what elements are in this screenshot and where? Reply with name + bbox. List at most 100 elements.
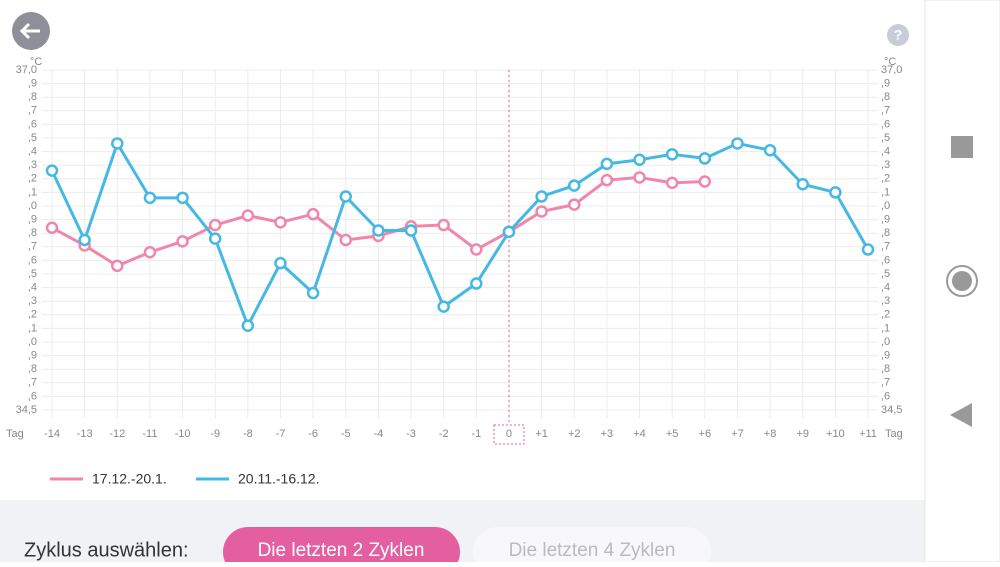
y-tick-label-right: ,9 [881,214,890,226]
data-point [208,218,222,232]
option[interactable] [473,527,711,567]
y-unit-right: °C [884,56,896,68]
data-point [437,300,450,313]
chart: -14 -13 -12 -11 -10 -9 -8 -7 -6 -5 -4 -3 -2 -1 0 +1 +2 +3… [6,56,903,487]
data-point [535,205,548,218]
data-point [208,232,222,245]
option-active[interactable] [223,527,460,567]
back-arrow [19,22,40,40]
y-tick-label: ,7 [28,241,37,253]
data-point [861,243,875,256]
y-tick-label-right: ,6 [881,118,890,130]
x-tick-label: -3 [406,428,416,440]
data-point [665,176,679,190]
data-point [796,177,809,191]
data-point [404,224,418,237]
y-tick-label: 37,0 [16,64,37,76]
x-tick-label: -11 [142,428,157,440]
data-point [567,179,581,192]
x-label: Tag [6,428,24,440]
y-tick-label: ,2 [28,173,37,185]
data-point [111,259,124,273]
y-tick-label: ,0 [28,336,37,348]
y-tick-label-right: ,3 [881,159,890,171]
y-tick-label: ,6 [28,254,37,266]
data-point [535,190,548,203]
y-tick-label-right: ,4 [881,282,890,294]
y-tick-label: ,8 [28,227,37,239]
data-point [698,175,712,188]
x-tick-label: -9 [210,428,220,440]
x-tick-label: +10 [826,428,845,440]
data-point [600,157,614,171]
data-point [763,143,777,157]
y-tick-label-right: ,8 [881,91,890,103]
x-tick-label: +9 [796,428,809,440]
x-tick-label: +1 [535,428,548,440]
y-tick-label-right: ,4 [881,146,890,158]
y-tick-label: ,1 [28,186,37,198]
y-tick-label: ,8 [28,363,37,375]
data-point [470,243,483,256]
y-tick-label: ,9 [28,78,37,90]
data-point [372,224,385,237]
y-unit: °C [30,56,42,68]
y-tick-label: ,4 [28,282,37,294]
x-tick-label: +6 [699,428,712,440]
y-tick-label: ,5 [28,132,37,144]
data-point [143,245,157,259]
data-point [567,198,581,211]
data-point [241,319,255,332]
x-tick-label: +8 [764,428,777,440]
data-point [274,216,287,229]
data-point [633,153,646,167]
home-button[interactable] [946,265,978,297]
y-tick-label: ,3 [28,295,37,307]
x-tick-label: -4 [374,428,384,440]
x-tick-label: +4 [633,428,646,440]
bottom-panel [0,500,925,562]
y-tick-label: ,3 [28,159,37,171]
data-point [78,233,91,247]
y-tick-label-right: ,2 [881,173,890,185]
y-tick-label-right: ,2 [881,309,890,321]
x-tick-label: +2 [568,428,581,440]
y-tick-label-right: 34,5 [881,404,902,416]
data-point [665,148,679,161]
y-tick-label-right: ,3 [881,295,890,307]
recent-button[interactable] [951,136,973,158]
x-tick-label: +5 [666,428,679,440]
y-tick-label: ,8 [28,91,37,103]
y-tick-label-right: ,1 [881,322,890,334]
y-tick-label: 34,5 [16,404,37,416]
x-tick-label: +3 [601,428,614,440]
y-tick-label-right: ,1 [881,186,890,198]
data-point [633,171,646,184]
legend-label: 20.11.-16.12. [238,471,319,487]
help-button[interactable] [887,24,909,46]
data-point [502,225,516,239]
x-tick-label: -12 [109,428,125,440]
data-point [339,190,353,203]
y-tick-label: ,0 [28,200,37,212]
data-point [600,173,614,187]
series-line [50,141,870,328]
data-point [45,164,59,177]
back-nav[interactable] [950,403,972,427]
x-tick-label: -2 [439,428,449,440]
data-point [306,207,320,221]
y-tick-label-right: ,0 [881,336,890,348]
x-tick-label: -1 [471,428,481,440]
y-tick-label-right: ,5 [881,268,890,280]
data-point [829,186,842,199]
legend-label: 17.12.-20.1. [92,471,167,487]
day-zero-box [493,424,525,445]
data-point [731,137,744,150]
home-dot [952,271,972,291]
data-point [45,221,59,235]
y-tick-label: ,5 [28,268,37,280]
y-tick-label: ,7 [28,377,37,389]
data-point [306,286,320,300]
y-tick-label-right: ,9 [881,78,890,90]
